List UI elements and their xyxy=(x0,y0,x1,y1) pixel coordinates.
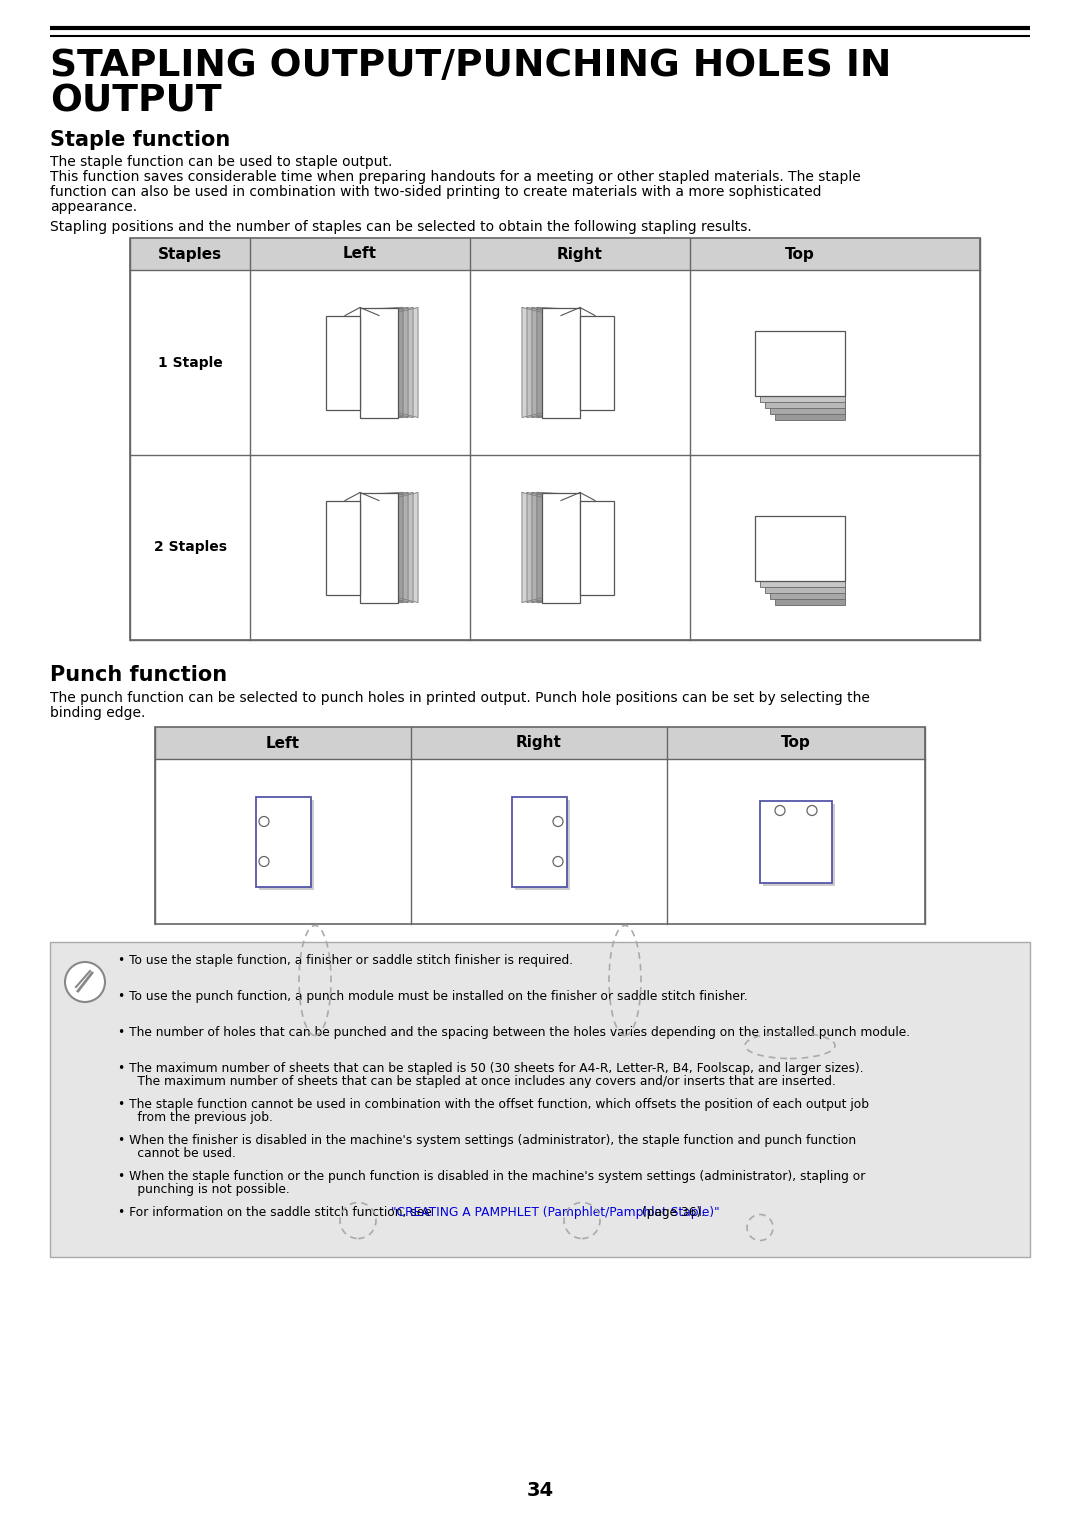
Bar xyxy=(326,315,360,410)
Text: The staple function can be used to staple output.: The staple function can be used to stapl… xyxy=(50,154,392,170)
Bar xyxy=(580,315,615,410)
Text: 34: 34 xyxy=(526,1481,554,1499)
Text: Right: Right xyxy=(516,735,562,750)
Bar xyxy=(156,727,924,759)
Bar xyxy=(360,307,399,417)
Text: Left: Left xyxy=(343,246,377,261)
Text: "CREATING A PAMPHLET (Pamphlet/Pamphlet Staple)": "CREATING A PAMPHLET (Pamphlet/Pamphlet … xyxy=(391,1206,719,1219)
Text: • To use the punch function, a punch module must be installed on the finisher or: • To use the punch function, a punch mod… xyxy=(118,990,747,1002)
Bar xyxy=(775,354,845,420)
Text: • For information on the saddle stitch function, see: • For information on the saddle stitch f… xyxy=(118,1206,435,1219)
Text: Punch function: Punch function xyxy=(50,665,227,685)
Bar xyxy=(765,527,845,593)
Bar xyxy=(760,801,832,883)
Bar xyxy=(770,348,845,414)
Text: Staples: Staples xyxy=(158,246,222,261)
Polygon shape xyxy=(522,492,564,602)
Polygon shape xyxy=(532,492,572,602)
Circle shape xyxy=(259,857,269,866)
Bar xyxy=(515,799,570,889)
Text: The maximum number of sheets that can be stapled at once includes any covers and: The maximum number of sheets that can be… xyxy=(118,1076,836,1088)
Bar xyxy=(770,533,845,599)
Polygon shape xyxy=(368,307,408,417)
Circle shape xyxy=(553,816,563,827)
Polygon shape xyxy=(537,307,576,417)
Polygon shape xyxy=(364,492,403,602)
Bar xyxy=(542,307,580,417)
Text: from the previous job.: from the previous job. xyxy=(118,1111,273,1125)
Text: Left: Left xyxy=(266,735,300,750)
Text: (page 36).: (page 36). xyxy=(638,1206,705,1219)
Text: Top: Top xyxy=(781,735,811,750)
Polygon shape xyxy=(376,492,418,602)
Text: OUTPUT: OUTPUT xyxy=(50,84,221,121)
Polygon shape xyxy=(532,307,572,417)
Text: 1 Staple: 1 Staple xyxy=(158,356,222,370)
Polygon shape xyxy=(527,492,568,602)
Text: STAPLING OUTPUT/PUNCHING HOLES IN: STAPLING OUTPUT/PUNCHING HOLES IN xyxy=(50,47,891,84)
Bar xyxy=(130,238,980,270)
Bar xyxy=(755,330,845,396)
Text: • The maximum number of sheets that can be stapled is 50 (30 sheets for A4-R, Le: • The maximum number of sheets that can … xyxy=(118,1062,864,1076)
Circle shape xyxy=(259,816,269,827)
Text: binding edge.: binding edge. xyxy=(50,706,146,720)
Text: Top: Top xyxy=(785,246,815,261)
Bar xyxy=(580,501,615,594)
Polygon shape xyxy=(522,307,564,417)
Bar xyxy=(360,492,399,602)
Text: appearance.: appearance. xyxy=(50,200,137,214)
Text: • The number of holes that can be punched and the spacing between the holes vari: • The number of holes that can be punche… xyxy=(118,1025,910,1039)
Bar xyxy=(512,796,567,886)
Text: • The staple function cannot be used in combination with the offset function, wh: • The staple function cannot be used in … xyxy=(118,1099,869,1111)
Polygon shape xyxy=(368,492,408,602)
Text: 2 Staples: 2 Staples xyxy=(153,541,227,555)
Bar xyxy=(760,521,845,587)
Circle shape xyxy=(807,805,816,816)
Text: Stapling positions and the number of staples can be selected to obtain the follo: Stapling positions and the number of sta… xyxy=(50,220,752,234)
Text: cannot be used.: cannot be used. xyxy=(118,1148,235,1160)
Text: Staple function: Staple function xyxy=(50,130,230,150)
Circle shape xyxy=(775,805,785,816)
Bar xyxy=(542,492,580,602)
Text: function can also be used in combination with two-sided printing to create mater: function can also be used in combination… xyxy=(50,185,822,199)
Bar xyxy=(765,342,845,408)
Text: • To use the staple function, a finisher or saddle stitch finisher is required.: • To use the staple function, a finisher… xyxy=(118,953,573,967)
Bar xyxy=(256,796,311,886)
Text: • When the finisher is disabled in the machine's system settings (administrator): • When the finisher is disabled in the m… xyxy=(118,1134,856,1148)
Bar xyxy=(130,238,980,640)
Polygon shape xyxy=(372,492,413,602)
Bar xyxy=(755,330,845,396)
Circle shape xyxy=(553,857,563,866)
Polygon shape xyxy=(364,307,403,417)
Bar xyxy=(775,539,845,605)
Bar xyxy=(50,941,1030,1258)
Bar xyxy=(326,501,360,594)
Text: This function saves considerable time when preparing handouts for a meeting or o: This function saves considerable time wh… xyxy=(50,170,861,183)
Text: The punch function can be selected to punch holes in printed output. Punch hole : The punch function can be selected to pu… xyxy=(50,691,869,704)
Bar xyxy=(760,336,845,402)
Text: • When the staple function or the punch function is disabled in the machine's sy: • When the staple function or the punch … xyxy=(118,1170,865,1183)
Circle shape xyxy=(65,963,105,1002)
Bar xyxy=(755,515,845,581)
Polygon shape xyxy=(372,307,413,417)
Polygon shape xyxy=(376,307,418,417)
Bar xyxy=(156,727,924,924)
Polygon shape xyxy=(537,492,576,602)
Bar xyxy=(755,515,845,581)
Bar xyxy=(762,804,835,886)
Bar xyxy=(259,799,314,889)
Text: punching is not possible.: punching is not possible. xyxy=(118,1183,289,1196)
Polygon shape xyxy=(527,307,568,417)
Text: Right: Right xyxy=(557,246,603,261)
